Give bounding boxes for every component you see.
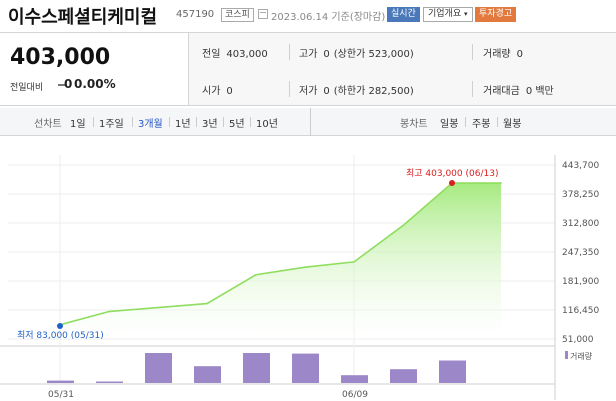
company-info-label: 기업개요: [428, 9, 462, 19]
base-date: 2023.06.14 기준(장마감): [271, 12, 386, 23]
volume-bar: [390, 369, 417, 383]
stock-header: 이수스페셜티케미컬 457190 코스피 2023.06.14 기준(장마감) …: [0, 0, 616, 30]
min-marker: [57, 323, 63, 329]
candle-tab-weekly[interactable]: 주봉: [472, 119, 491, 130]
market-badge: 코스피: [221, 8, 254, 22]
candle-chart-label: 봉차트: [400, 119, 428, 130]
price-point: [402, 224, 404, 227]
company-info-dropdown[interactable]: 기업개요 ▾: [423, 7, 473, 22]
price-point: [304, 266, 306, 269]
price-point: [206, 302, 208, 305]
investment-warning-badge: 투자경고: [475, 7, 517, 22]
candle-tab-daily[interactable]: 일봉: [440, 119, 459, 130]
period-tab-3y[interactable]: 3년: [202, 119, 218, 130]
x-tick-label: 05/31: [48, 390, 74, 400]
volume-bar: [341, 375, 368, 383]
change-label: 전일대비: [10, 83, 44, 93]
quote-panel: 403,000 전일대비 0 0.00% 전일 403,000 고가 0 (상한가 5…: [0, 32, 616, 106]
x-tick-label: 06/09: [342, 390, 368, 400]
volume-bar: [145, 353, 172, 383]
volume: 거래량 0: [483, 49, 523, 60]
volume-bar: [292, 353, 319, 383]
y-tick-label: 443,700: [562, 161, 599, 171]
period-tab-10y[interactable]: 10년: [256, 119, 278, 130]
candle-tab-monthly[interactable]: 월봉: [503, 119, 522, 130]
price-point: [353, 261, 355, 263]
y-tick-label: 378,250: [562, 190, 599, 200]
price-line: [59, 182, 501, 326]
high-price: 고가 0 (상한가 523,000): [299, 49, 414, 60]
period-tab-5y[interactable]: 5년: [229, 119, 245, 130]
volume-bar: [243, 353, 270, 383]
flat-icon: [58, 84, 66, 86]
period-tab-1w[interactable]: 1주일: [99, 119, 124, 130]
realtime-button[interactable]: 실시간: [387, 7, 420, 22]
volume-bar: [47, 380, 74, 383]
volume-legend-label: 거래량: [570, 351, 593, 361]
price-point: [500, 182, 502, 184]
prev-close: 전일 403,000: [202, 49, 268, 60]
period-bar: 선차트 1일 1주일 3개월 1년 3년 5년 10년 봉차트 일봉 주봉 월봉: [0, 108, 616, 136]
max-label: 최고 403,000 (06/13): [406, 168, 498, 179]
period-tab-1d[interactable]: 1일: [70, 119, 86, 130]
period-tab-3m[interactable]: 3개월: [138, 119, 163, 130]
min-label: 최저 83,000 (05/31): [17, 330, 104, 341]
low-price: 저가 0 (하한가 282,500): [299, 86, 414, 97]
volume-legend-swatch: [565, 351, 568, 359]
change-value: 0: [64, 77, 73, 91]
price-chart-svg: 443,700 378,250 312,800 247,350 181,900 116,4…: [0, 155, 599, 400]
max-marker: [449, 180, 455, 187]
open-price: 시가 0: [202, 86, 233, 97]
chevron-down-icon: ▾: [464, 10, 468, 18]
price-chart: 443,700 378,250 312,800 247,350 181,900 116,4…: [0, 138, 616, 401]
line-chart-label: 선차트: [34, 119, 62, 130]
y-tick-label: 116,450: [562, 306, 599, 316]
y-tick-label: 51,000: [562, 335, 594, 345]
stock-code: 457190: [176, 9, 215, 20]
price-point: [255, 273, 257, 276]
volume-bar: [439, 360, 466, 383]
change-percent: 0.00%: [74, 77, 116, 91]
current-price: 403,000: [10, 45, 111, 70]
quote-grid: 전일 403,000 고가 0 (상한가 523,000) 거래량 0 시가 0 저가 0(…: [188, 33, 616, 105]
y-tick-label: 181,900: [562, 277, 599, 287]
y-tick-label: 312,800: [562, 219, 599, 229]
trade-amount: 거래대금 0 백만: [483, 86, 554, 97]
price-point: [108, 310, 110, 313]
stock-name: 이수스페셜티케미컬: [8, 7, 158, 28]
price-cell: 403,000 전일대비 0 0.00%: [0, 33, 188, 105]
volume-bar: [96, 381, 123, 383]
price-point: [157, 306, 159, 309]
calendar-icon: [258, 9, 268, 19]
volume-bar: [194, 366, 221, 383]
price-area: [60, 183, 501, 339]
period-tab-1y[interactable]: 1년: [175, 119, 191, 130]
y-tick-label: 247,350: [562, 248, 599, 258]
